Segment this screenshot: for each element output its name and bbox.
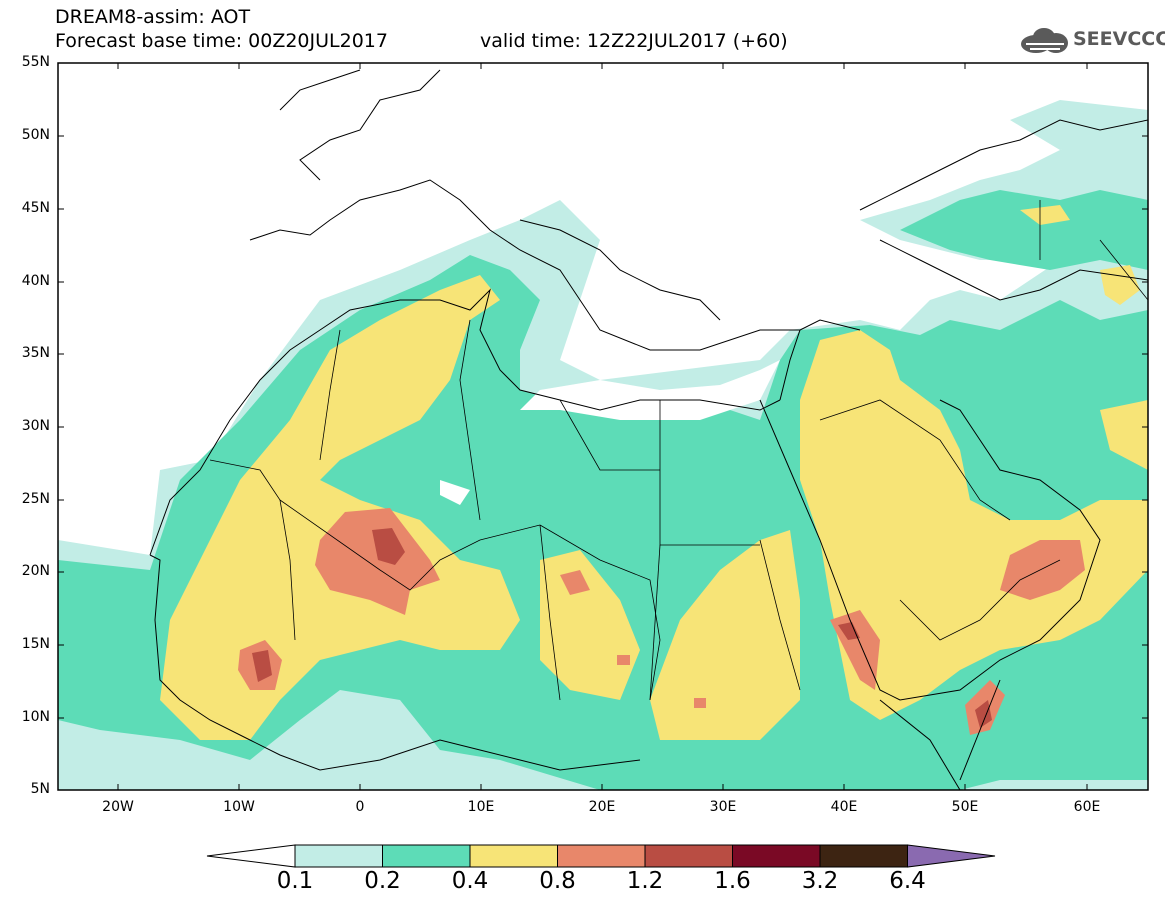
aot-map (57, 62, 1149, 791)
axis-ticks (58, 62, 1148, 790)
lat-label: 25N (21, 491, 50, 507)
colorbar-level-label: 0.8 (539, 868, 576, 894)
lon-label: 30E (709, 799, 737, 815)
colorbar-level-label: 1.2 (626, 868, 664, 894)
colorbar-cell (294, 844, 383, 868)
lat-label: 35N (21, 345, 50, 361)
colorbar-cell (469, 844, 558, 868)
lat-label: 50N (21, 127, 50, 143)
lat-label: 10N (21, 709, 50, 725)
colorbar-cell (382, 844, 471, 868)
colorbar-cell (732, 844, 821, 868)
colorbar-cell (819, 844, 908, 868)
colorbar-cell (557, 844, 646, 868)
lon-label: 60E (1073, 799, 1101, 815)
lat-label: 55N (21, 54, 50, 70)
lat-label: 45N (21, 200, 50, 216)
colorbar-level-label: 0.1 (276, 868, 314, 894)
colorbar-under-arrow (206, 844, 296, 868)
aot-field (58, 69, 1148, 790)
lon-label: 10E (467, 799, 495, 815)
colorbar-cell (644, 844, 733, 868)
lon-label: 20E (588, 799, 616, 815)
aot-band-0.4 (160, 205, 1148, 740)
lon-label: 40E (830, 799, 858, 815)
aot-band-1.2 (252, 528, 992, 728)
colorbar-level-label: 0.2 (364, 868, 401, 894)
coastlines (149, 69, 1148, 790)
lon-label: 20W (102, 799, 134, 815)
lon-label: 0 (355, 799, 365, 815)
map-frame (57, 62, 1149, 791)
colorbar-over-arrow (907, 844, 996, 868)
colorbar-level-label: 6.4 (889, 868, 926, 894)
colorbar-level-label: 1.6 (714, 868, 751, 894)
cloud-logo-icon (1021, 28, 1068, 53)
logo-text: SEEVCCC (1073, 28, 1165, 50)
colorbar-level-label: 0.4 (451, 868, 489, 894)
forecast-base-time: Forecast base time: 00Z20JUL2017 (55, 30, 388, 52)
valid-time: valid time: 12Z22JUL2017 (+60) (480, 30, 788, 52)
colorbar-level-label: 3.2 (801, 868, 839, 894)
map-title: DREAM8-assim: AOT (55, 6, 251, 28)
lon-label: 10W (223, 799, 255, 815)
aot-low-gaps (440, 360, 780, 505)
country-borders (209, 200, 1148, 701)
lat-label: 15N (21, 636, 50, 652)
lon-label: 50E (951, 799, 979, 815)
lat-label: 20N (21, 563, 50, 579)
lat-label: 30N (21, 418, 50, 434)
lat-label: 40N (21, 273, 50, 289)
lat-label: 5N (30, 781, 50, 797)
